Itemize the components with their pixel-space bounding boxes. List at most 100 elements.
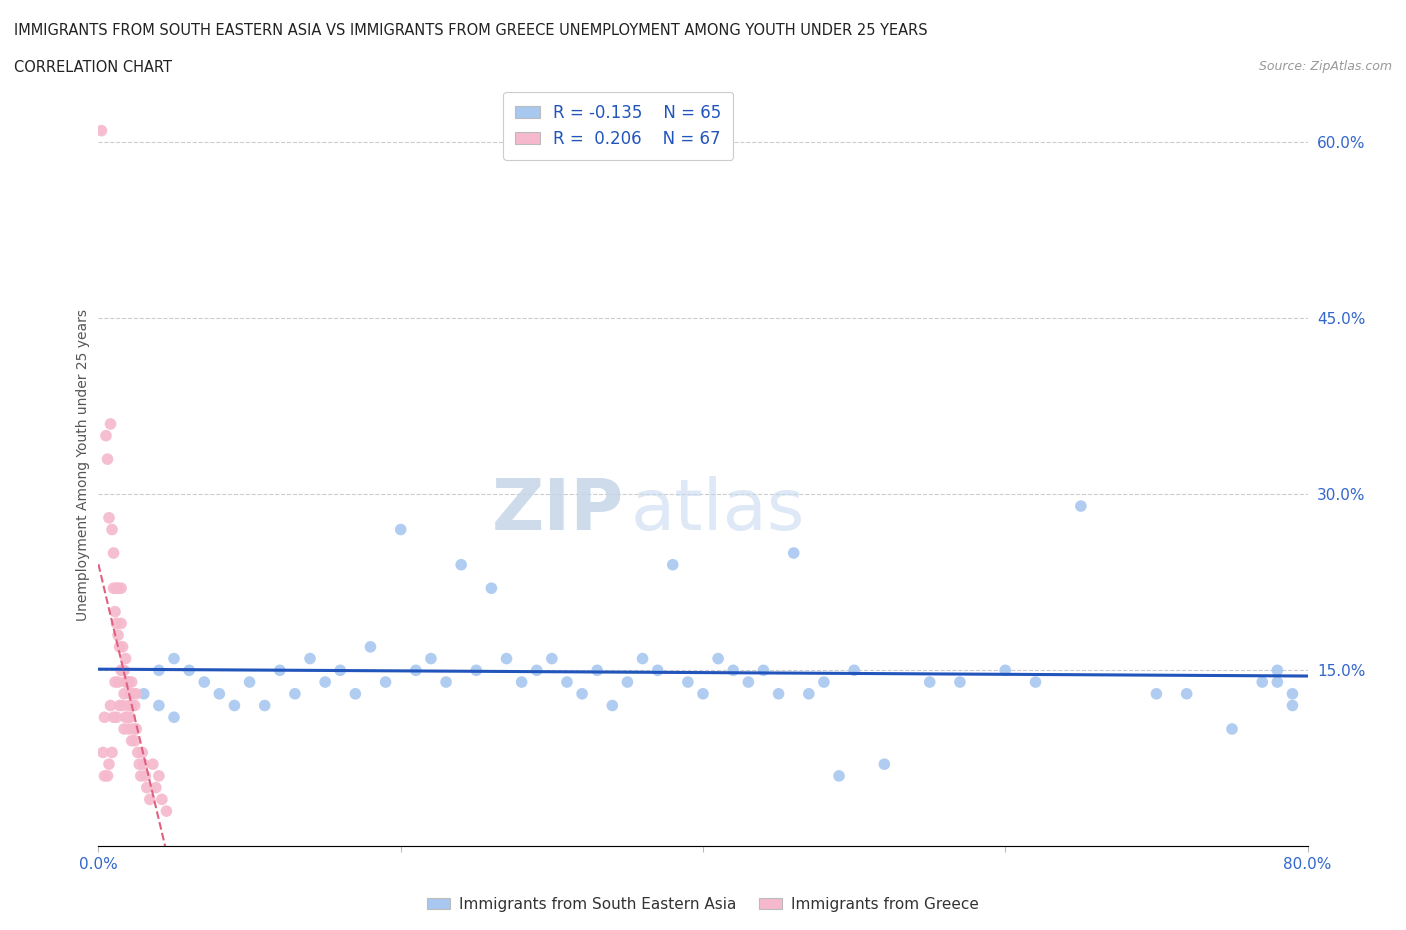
- Point: [107, 580, 129, 595]
- Text: IMMIGRANTS FROM SOUTH EASTERN ASIA VS IMMIGRANTS FROM GREECE UNEMPLOYMENT AMONG : IMMIGRANTS FROM SOUTH EASTERN ASIA VS IM…: [14, 23, 928, 38]
- Point: [586, 663, 609, 678]
- Point: [676, 674, 699, 689]
- Point: [1251, 674, 1274, 689]
- Point: [118, 722, 141, 737]
- Point: [269, 663, 291, 678]
- Point: [132, 686, 155, 701]
- Point: [224, 698, 246, 713]
- Point: [107, 674, 129, 689]
- Legend: R = -0.135    N = 65, R =  0.206    N = 67: R = -0.135 N = 65, R = 0.206 N = 67: [503, 92, 734, 160]
- Point: [94, 428, 117, 443]
- Text: Source: ZipAtlas.com: Source: ZipAtlas.com: [1258, 60, 1392, 73]
- Point: [1070, 498, 1092, 513]
- Point: [101, 745, 124, 760]
- Point: [284, 686, 307, 701]
- Point: [108, 698, 131, 713]
- Point: [723, 663, 745, 678]
- Point: [163, 710, 186, 724]
- Point: [135, 780, 157, 795]
- Y-axis label: Unemployment Among Youth under 25 years: Unemployment Among Youth under 25 years: [76, 309, 90, 621]
- Point: [148, 663, 170, 678]
- Point: [118, 674, 141, 689]
- Point: [150, 792, 173, 807]
- Point: [125, 722, 148, 737]
- Point: [253, 698, 276, 713]
- Point: [299, 651, 322, 666]
- Point: [145, 780, 167, 795]
- Point: [571, 686, 593, 701]
- Point: [555, 674, 578, 689]
- Point: [98, 511, 121, 525]
- Point: [873, 757, 896, 772]
- Point: [662, 557, 685, 572]
- Point: [783, 546, 806, 561]
- Point: [105, 710, 128, 724]
- Point: [93, 768, 115, 783]
- Point: [120, 686, 142, 701]
- Point: [104, 604, 127, 619]
- Point: [96, 768, 118, 783]
- Point: [107, 628, 129, 643]
- Point: [692, 686, 714, 701]
- Point: [111, 663, 134, 678]
- Point: [129, 768, 152, 783]
- Point: [103, 580, 125, 595]
- Text: ZIP: ZIP: [492, 476, 624, 545]
- Point: [828, 768, 851, 783]
- Point: [104, 674, 127, 689]
- Point: [208, 686, 231, 701]
- Point: [108, 640, 131, 655]
- Point: [420, 651, 443, 666]
- Point: [127, 745, 149, 760]
- Point: [124, 733, 146, 748]
- Point: [314, 674, 336, 689]
- Point: [797, 686, 820, 701]
- Point: [100, 417, 122, 432]
- Point: [193, 674, 215, 689]
- Point: [111, 640, 134, 655]
- Point: [465, 663, 488, 678]
- Point: [148, 768, 170, 783]
- Point: [481, 580, 503, 595]
- Point: [329, 663, 352, 678]
- Point: [114, 710, 136, 724]
- Point: [389, 522, 412, 537]
- Point: [101, 522, 124, 537]
- Point: [813, 674, 835, 689]
- Point: [631, 651, 654, 666]
- Point: [121, 698, 143, 713]
- Point: [1281, 698, 1303, 713]
- Point: [768, 686, 790, 701]
- Point: [139, 792, 162, 807]
- Point: [110, 580, 132, 595]
- Point: [93, 710, 115, 724]
- Point: [105, 580, 128, 595]
- Point: [450, 557, 472, 572]
- Point: [526, 663, 548, 678]
- Point: [115, 710, 138, 724]
- Point: [918, 674, 941, 689]
- Point: [131, 745, 153, 760]
- Point: [360, 640, 382, 655]
- Text: atlas: atlas: [630, 476, 804, 545]
- Point: [616, 674, 638, 689]
- Point: [949, 674, 972, 689]
- Point: [179, 663, 201, 678]
- Point: [96, 452, 118, 467]
- Point: [374, 674, 396, 689]
- Point: [112, 722, 135, 737]
- Point: [128, 757, 150, 772]
- Point: [103, 546, 125, 561]
- Point: [1220, 722, 1243, 737]
- Point: [132, 757, 155, 772]
- Point: [707, 651, 730, 666]
- Point: [91, 745, 114, 760]
- Text: CORRELATION CHART: CORRELATION CHART: [14, 60, 172, 75]
- Point: [510, 674, 533, 689]
- Point: [122, 686, 145, 701]
- Point: [125, 686, 148, 701]
- Point: [540, 651, 562, 666]
- Point: [1024, 674, 1046, 689]
- Point: [405, 663, 427, 678]
- Point: [120, 710, 142, 724]
